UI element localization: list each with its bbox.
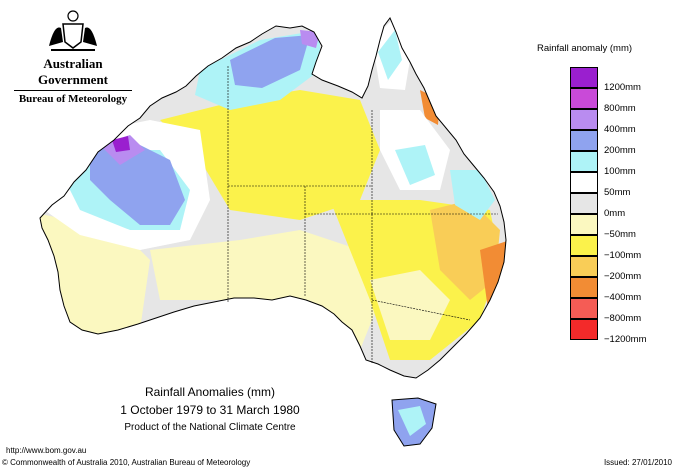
legend-swatch xyxy=(570,172,598,193)
legend-label: 100mm xyxy=(604,166,636,177)
legend-label: 50mm xyxy=(604,187,631,198)
coat-of-arms-icon xyxy=(49,10,97,51)
footer-issued: Issued: 27/01/2010 xyxy=(603,458,672,467)
legend-label: 200mm xyxy=(604,145,636,156)
footer-copyright: © Commonwealth of Australia 2010, Austra… xyxy=(2,458,251,467)
state-borders xyxy=(227,66,498,364)
legend-swatch xyxy=(570,193,598,214)
legend-label: −800mm xyxy=(604,313,642,324)
legend-swatch xyxy=(570,109,598,130)
legend-swatch xyxy=(570,88,598,109)
map-title: Rainfall Anomalies (mm) xyxy=(144,385,276,399)
legend-label: −200mm xyxy=(604,271,642,282)
legend-swatch xyxy=(570,214,598,235)
map-date-range: 1 October 1979 to 31 March 1980 xyxy=(120,403,300,417)
legend-title: Rainfall anomaly (mm) xyxy=(537,43,633,54)
legend-swatch xyxy=(570,130,598,151)
legend-swatch xyxy=(570,298,598,319)
divider xyxy=(14,90,132,91)
legend-label: −400mm xyxy=(604,292,642,303)
footer-url[interactable]: http://www.bom.gov.au xyxy=(6,446,87,455)
legend-swatch xyxy=(570,256,598,277)
legend-label: −100mm xyxy=(604,250,642,261)
legend: Rainfall anomaly (mm) 1200mm 800mm 400mm 20… xyxy=(537,43,680,345)
legend-label: −1200mm xyxy=(604,334,647,345)
legend-swatch xyxy=(570,151,598,172)
legend-swatch xyxy=(570,277,598,298)
map-credit: Product of the National Climate Centre xyxy=(124,422,296,433)
legend-label: 400mm xyxy=(604,124,636,135)
legend-label: −50mm xyxy=(604,229,636,240)
legend-label: 1200mm xyxy=(604,82,641,93)
legend-swatch xyxy=(570,319,598,340)
government-name: Australian Government xyxy=(37,56,109,87)
legend-label: 800mm xyxy=(604,103,636,114)
legend-label: 0mm xyxy=(604,208,626,219)
bureau-name: Bureau of Meteorology xyxy=(18,93,128,105)
legend-swatch xyxy=(570,67,598,88)
legend-swatch xyxy=(570,235,598,256)
tasmania xyxy=(391,397,437,447)
government-logo: Australian Government Bureau of Meteorol… xyxy=(8,8,138,105)
